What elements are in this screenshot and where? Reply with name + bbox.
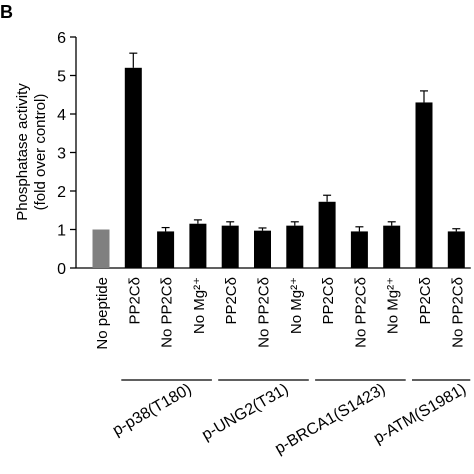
category-label: No PP2Cδ bbox=[159, 277, 176, 348]
error-bars-layer bbox=[129, 52, 461, 232]
y-axis-label-line-2: (fold over control) bbox=[32, 94, 49, 211]
bars-layer bbox=[92, 67, 465, 268]
category-label: PP2Cδ bbox=[320, 277, 337, 325]
category-label: No Mg²⁺ bbox=[191, 277, 208, 334]
group-label: p-p38(T180) bbox=[110, 381, 195, 440]
y-tick-label: 3 bbox=[57, 146, 66, 163]
category-label: No Mg²⁺ bbox=[385, 277, 402, 334]
category-label: No PP2Cδ bbox=[256, 277, 273, 348]
category-label: No Mg²⁺ bbox=[288, 277, 305, 334]
y-tick-label: 1 bbox=[57, 223, 66, 240]
bar bbox=[286, 225, 304, 268]
category-label: PP2Cδ bbox=[417, 277, 434, 325]
bar bbox=[415, 102, 433, 268]
y-axis: 0 1 2 3 4 5 6 bbox=[57, 30, 77, 278]
y-tick-label: 0 bbox=[57, 261, 66, 278]
category-labels: No peptide PP2Cδ No PP2Cδ No Mg²⁺ PP2Cδ No PP… bbox=[94, 277, 466, 350]
bar bbox=[221, 225, 239, 268]
y-axis-label-line-1: Phosphatase activity bbox=[14, 83, 31, 221]
category-label: No PP2Cδ bbox=[352, 277, 369, 348]
group-label: p-UNG2(T31) bbox=[199, 381, 291, 444]
category-label: No peptide bbox=[94, 277, 111, 350]
bar bbox=[254, 230, 271, 268]
bar bbox=[383, 225, 401, 268]
y-tick-label: 2 bbox=[57, 184, 66, 201]
bar bbox=[447, 231, 465, 268]
group-brackets: p-p38(T180) p-UNG2(T31)p-BRCA1(S1423)p-AT… bbox=[110, 379, 471, 458]
bar bbox=[189, 223, 207, 268]
y-tick-label: 5 bbox=[57, 69, 66, 86]
bar bbox=[318, 201, 336, 268]
bar bbox=[157, 231, 175, 268]
category-label: PP2Cδ bbox=[126, 277, 143, 325]
category-label: No PP2Cδ bbox=[449, 277, 466, 348]
y-tick-label: 6 bbox=[57, 30, 66, 47]
bar bbox=[92, 229, 110, 268]
y-tick-label: 4 bbox=[57, 107, 66, 124]
bar bbox=[124, 67, 142, 268]
bar bbox=[350, 231, 368, 268]
category-label: PP2Cδ bbox=[223, 277, 240, 325]
panel-label: B bbox=[0, 2, 13, 22]
